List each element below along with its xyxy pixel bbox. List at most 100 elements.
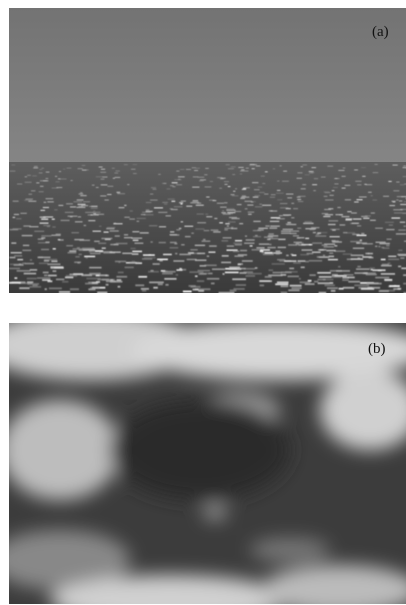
wave-glint	[228, 186, 231, 187]
wave-glint	[357, 225, 361, 226]
wave-glint	[209, 273, 213, 275]
wave-glint	[196, 168, 200, 169]
wave-glint	[80, 195, 86, 196]
wave-glint	[79, 249, 88, 251]
wave-glint	[239, 272, 246, 274]
wave-glint	[131, 237, 142, 238]
wave-glint	[92, 185, 95, 186]
wave-glint	[223, 237, 232, 238]
wave-glint	[22, 250, 31, 252]
wave-glint	[288, 289, 299, 291]
wave-glint	[44, 202, 47, 203]
wave-glint	[84, 225, 86, 226]
wave-glint	[325, 214, 333, 215]
wave-glint	[53, 270, 57, 272]
wave-glint	[70, 206, 76, 207]
wave-glint	[231, 166, 236, 167]
wave-glint	[291, 287, 301, 289]
wave-glint	[271, 194, 276, 195]
wave-glint	[52, 226, 55, 227]
wave-glint	[27, 175, 31, 176]
wave-glint	[84, 256, 95, 258]
wave-glint	[116, 243, 128, 245]
wave-glint	[89, 267, 101, 269]
wave-glint	[298, 201, 303, 202]
wave-glint	[141, 288, 149, 290]
wave-glint	[297, 227, 301, 228]
wave-glint	[302, 165, 307, 166]
wave-glint	[297, 199, 301, 200]
wave-glint	[265, 252, 273, 254]
wave-glint	[259, 192, 265, 193]
wave-glint	[345, 185, 351, 186]
wave-glint	[269, 244, 271, 246]
wave-glint	[127, 184, 129, 185]
wave-glint	[242, 195, 246, 196]
wave-glint	[41, 249, 49, 251]
wave-glint	[99, 167, 103, 168]
wave-glint	[25, 199, 32, 200]
wave-glint	[43, 180, 48, 181]
wave-glint	[200, 179, 206, 180]
wave-glint	[71, 232, 79, 233]
wave-glint	[231, 194, 235, 195]
wave-glint	[313, 232, 316, 233]
wave-glint	[341, 216, 349, 217]
wave-glint	[287, 197, 292, 198]
wave-glint	[299, 278, 301, 280]
wave-glint	[180, 169, 185, 170]
wave-glint	[197, 222, 206, 223]
wave-glint	[195, 245, 205, 247]
wave-glint	[308, 280, 312, 282]
wave-glint	[219, 222, 223, 223]
wave-glint	[365, 215, 371, 216]
wave-glint	[260, 284, 264, 286]
wave-glint	[28, 201, 36, 202]
wave-glint	[178, 176, 185, 177]
wave-glint	[327, 287, 338, 289]
wave-glint	[41, 235, 51, 236]
wave-glint	[14, 214, 19, 215]
wave-glint	[143, 254, 155, 256]
wave-glint	[206, 216, 212, 217]
wave-glint	[301, 266, 305, 268]
wave-glint	[166, 215, 171, 216]
wave-glint	[290, 285, 302, 287]
wave-glint	[78, 204, 86, 205]
wave-glint	[252, 182, 258, 183]
wave-glint	[297, 178, 302, 179]
wave-glint	[116, 171, 120, 172]
wave-glint	[210, 181, 213, 182]
wave-glint	[86, 278, 100, 280]
wave-glint	[44, 259, 57, 261]
wave-glint	[200, 273, 209, 275]
wave-glint	[379, 243, 389, 245]
wave-glint	[162, 273, 173, 275]
wave-glint	[329, 252, 333, 254]
wave-glint	[241, 169, 244, 170]
wave-glint	[323, 216, 330, 217]
wave-glint	[27, 281, 33, 283]
wave-glint	[134, 242, 143, 244]
wave-glint	[222, 210, 224, 211]
wave-glint	[204, 230, 210, 231]
wave-glint	[364, 184, 366, 185]
wave-glint	[204, 264, 216, 266]
wave-glint	[203, 239, 205, 241]
wave-glint	[329, 220, 339, 221]
wave-glint	[315, 235, 326, 236]
wave-glint	[343, 287, 354, 289]
wave-glint	[339, 224, 345, 225]
wave-glint	[56, 234, 61, 235]
wave-glint	[24, 200, 32, 201]
wave-glint	[334, 178, 339, 179]
wave-glint	[385, 222, 394, 223]
wave-glint	[70, 180, 72, 181]
wave-glint	[225, 223, 229, 224]
wave-glint	[170, 247, 179, 249]
wave-glint	[247, 204, 253, 205]
figure: (a) (b)	[0, 0, 406, 605]
wave-glint	[75, 221, 83, 222]
wave-glint	[264, 194, 268, 195]
wave-glint	[312, 167, 317, 168]
